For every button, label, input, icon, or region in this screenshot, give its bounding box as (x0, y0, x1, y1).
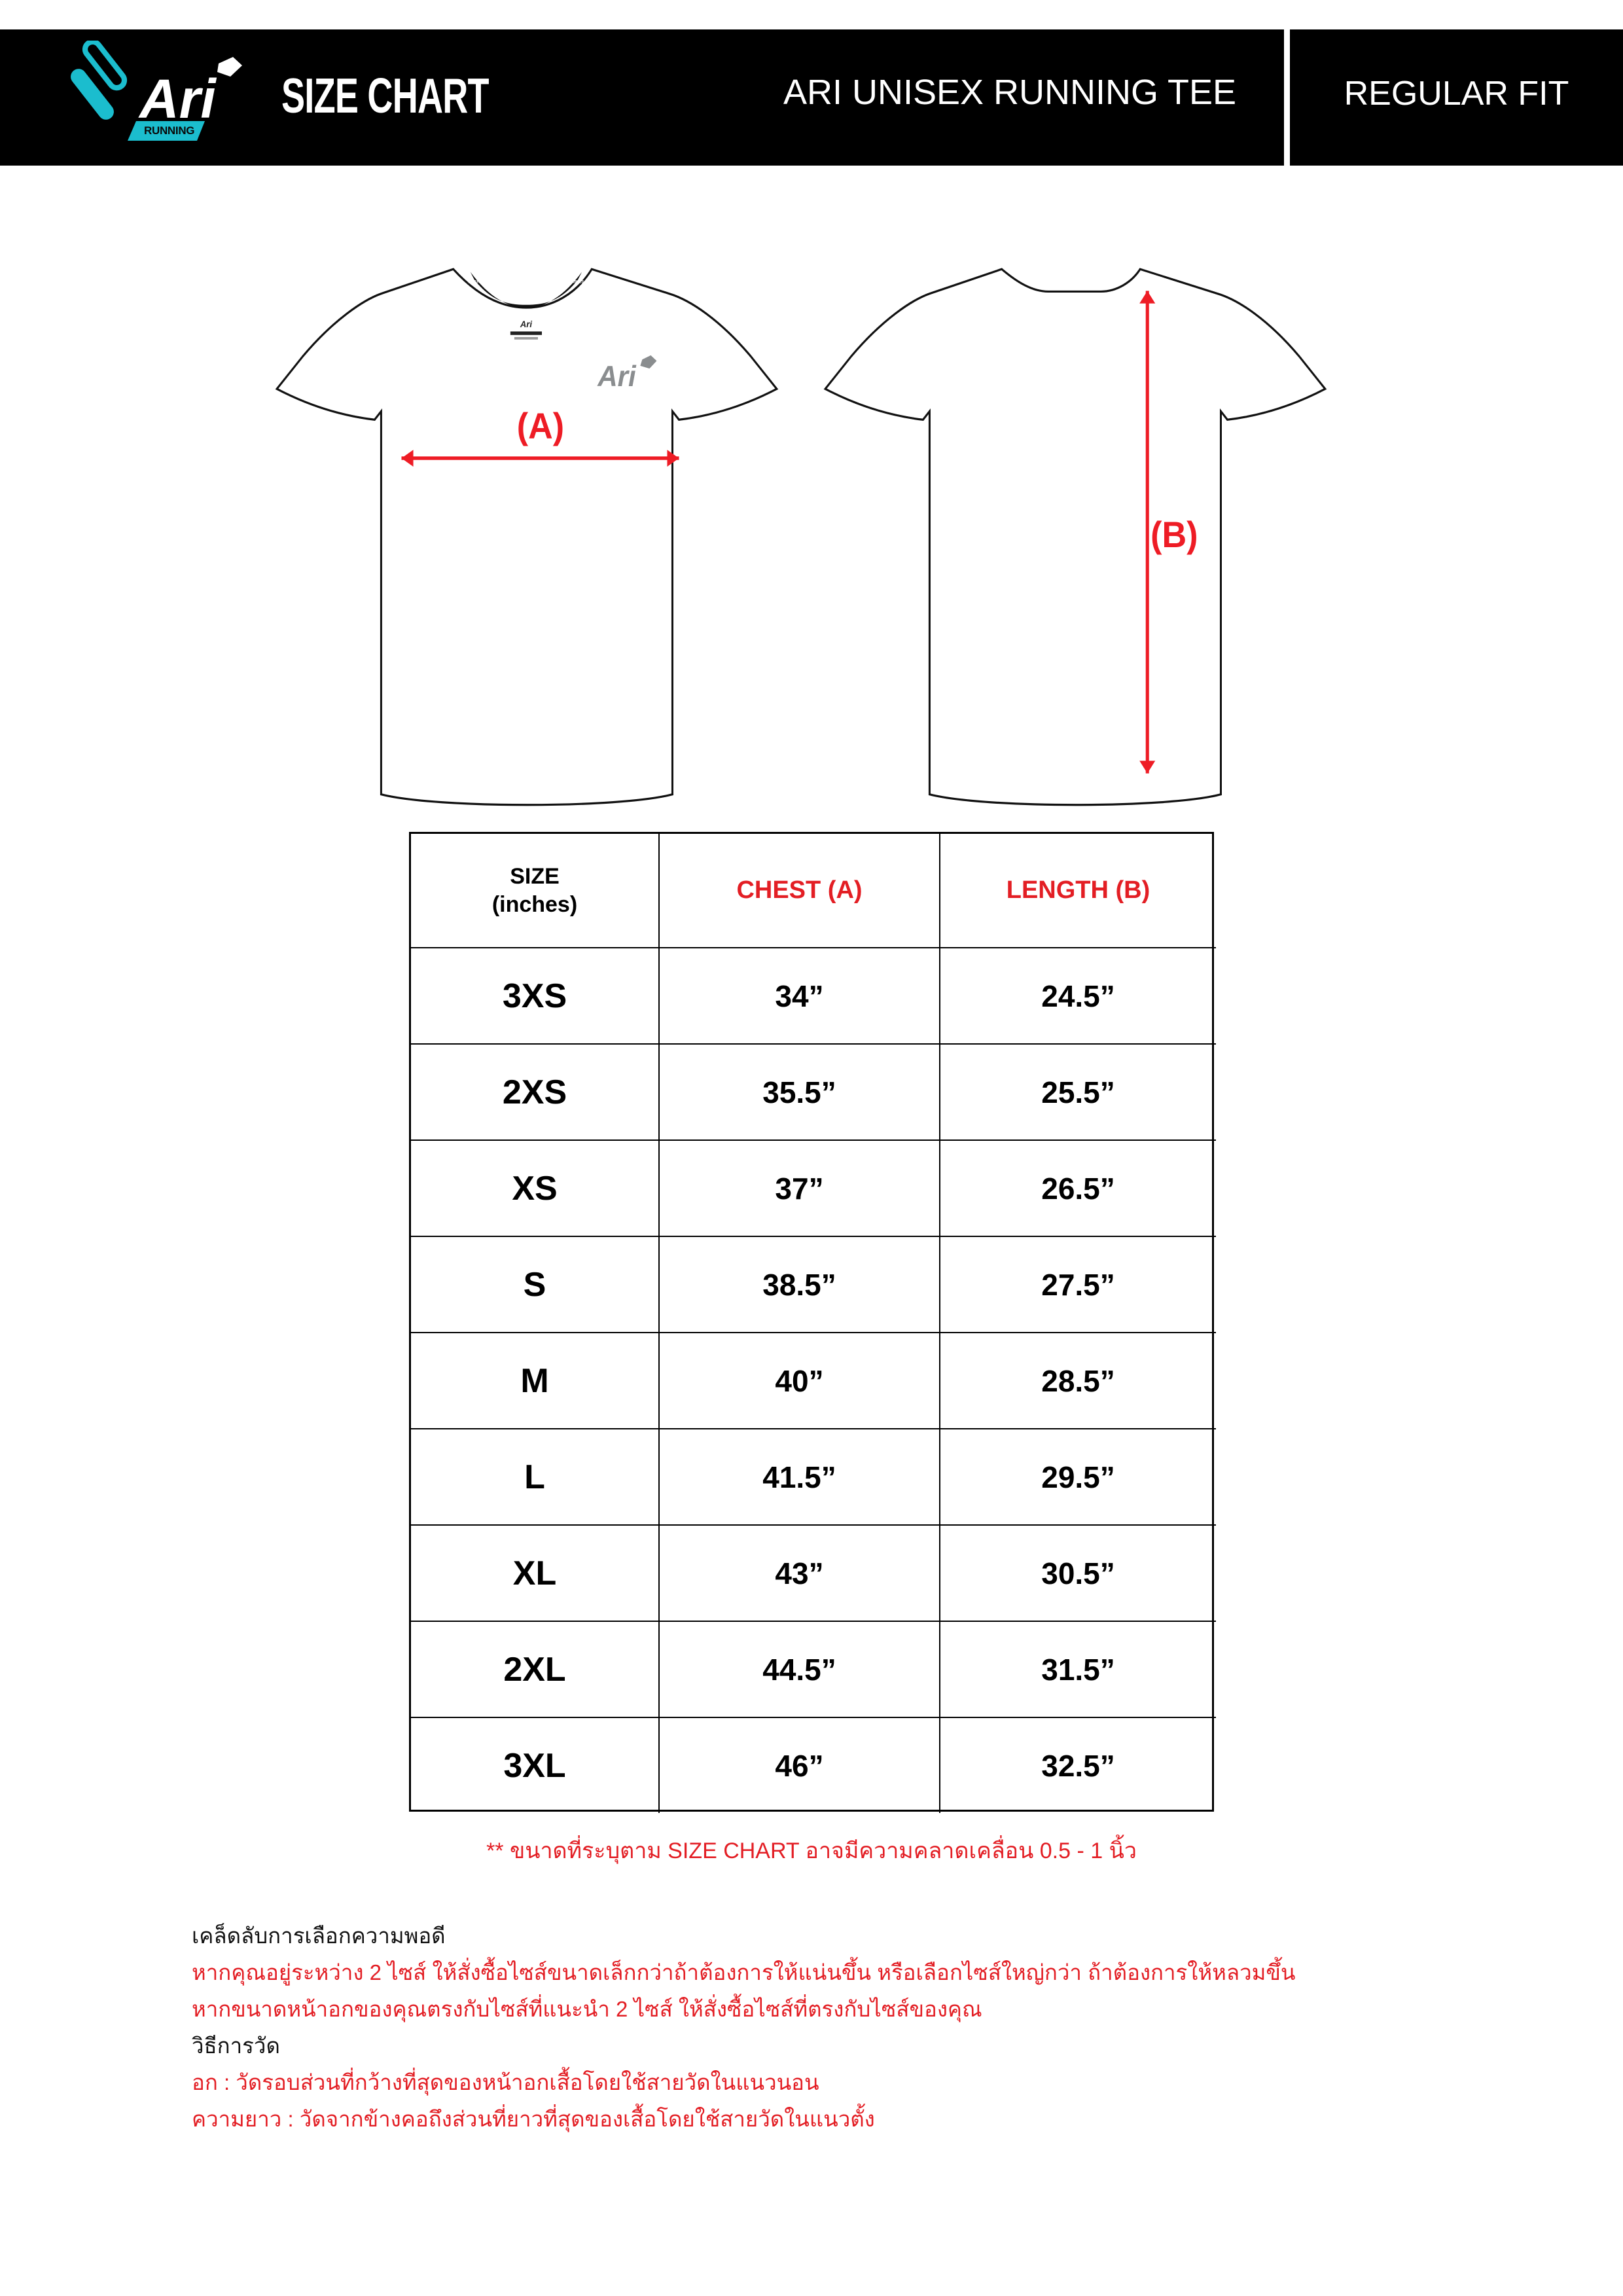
svg-text:Ari: Ari (138, 68, 217, 130)
svg-text:(A): (A) (517, 406, 564, 447)
svg-text:(B): (B) (1150, 514, 1198, 555)
svg-text:Ari: Ari (520, 319, 532, 329)
svg-text:Ari: Ari (597, 361, 636, 393)
svg-text:RUNNING: RUNNING (144, 124, 194, 137)
svg-text:PUSHING THE BOUNDARIES PUSHI: PUSHING THE BOUNDARIES PUSHING THE BOUND… (468, 279, 584, 284)
